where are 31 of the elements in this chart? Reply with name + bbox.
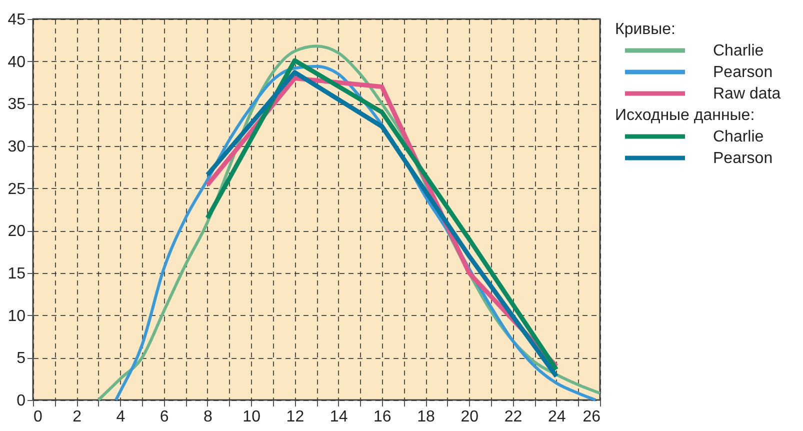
y-tick-label: 20	[8, 223, 26, 240]
y-tick-label: 40	[8, 54, 26, 71]
legend-label: Charlie	[713, 128, 764, 146]
x-tick-label: 20	[460, 408, 479, 426]
legend-label: Charlie	[713, 42, 764, 60]
y-tick-label: 25	[8, 180, 26, 198]
legend-label: Pearson	[713, 150, 773, 167]
x-tick-label: 10	[242, 408, 261, 426]
y-tick-label: 15	[8, 266, 26, 282]
x-tick-label: 0	[34, 408, 42, 426]
text: Исходные данные:	[615, 107, 755, 124]
x-tick-label: 6	[160, 408, 169, 426]
y-tick-label: 10	[8, 308, 26, 325]
x-tick-label: 14	[330, 408, 348, 426]
x-tick-label: 2	[72, 408, 82, 426]
y-tick-label: 45	[8, 12, 26, 28]
y-tick-label: 5	[16, 350, 26, 368]
x-tick-label: 8	[204, 408, 213, 426]
legend-label: Pearson	[713, 64, 773, 81]
y-tick-label: 35	[8, 96, 26, 114]
y-tick-label: 30	[8, 138, 26, 156]
x-tick-label: 24	[548, 408, 566, 426]
x-tick-label: 26	[582, 408, 601, 426]
x-tick-label: 18	[417, 408, 436, 426]
x-tick-label: 4	[116, 408, 126, 426]
legend-label: Raw data	[713, 86, 781, 102]
x-tick-label: 22	[504, 408, 522, 426]
y-tick-label: 0	[16, 392, 26, 410]
x-tick-label: 16	[374, 408, 392, 426]
x-tick-label: 12	[286, 408, 304, 426]
legend-title: Кривые:	[615, 21, 676, 38]
